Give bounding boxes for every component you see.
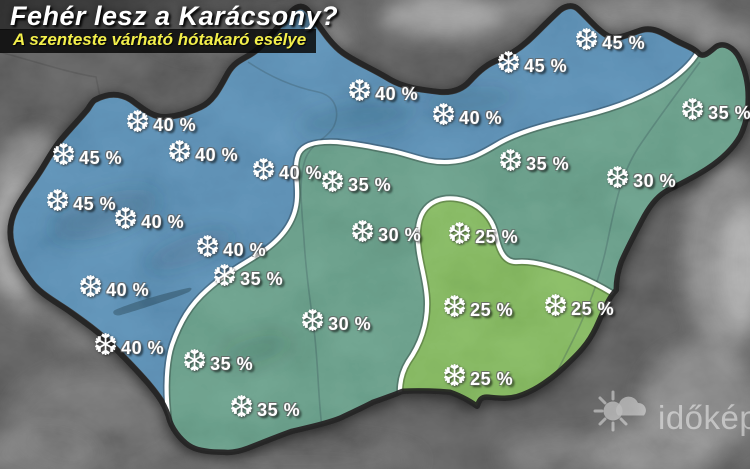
- probability-value: 40 %: [223, 240, 267, 260]
- snow-probability-label: ❆ 25 %: [442, 292, 513, 324]
- snowflake-icon: ❆: [496, 47, 522, 80]
- snow-probability-label: ❆ 45 %: [496, 48, 567, 80]
- probability-value: 45 %: [79, 148, 123, 168]
- snowflake-icon: ❆: [442, 360, 468, 393]
- probability-value: 35 %: [240, 269, 284, 289]
- snow-probability-label: ❆ 40 %: [113, 204, 184, 236]
- snowflake-icon: ❆: [93, 329, 119, 362]
- probability-value: 25 %: [571, 299, 615, 319]
- snowflake-icon: ❆: [125, 106, 151, 139]
- probability-value: 35 %: [210, 354, 254, 374]
- snowflake-icon: ❆: [167, 136, 193, 169]
- snow-probability-label: ❆ 40 %: [251, 155, 322, 187]
- snow-probability-label: ❆ 35 %: [229, 392, 300, 424]
- probability-value: 35 %: [708, 103, 750, 123]
- probability-value: 35 %: [526, 154, 570, 174]
- snowflake-icon: ❆: [431, 99, 457, 132]
- snowflake-icon: ❆: [212, 260, 238, 293]
- boundary-teal-green: [397, 196, 621, 415]
- sun-cloud-icon: [593, 390, 646, 432]
- probability-value: 40 %: [141, 212, 185, 232]
- snow-probability-label: ❆ 45 %: [51, 140, 122, 172]
- probability-value: 30 %: [328, 314, 372, 334]
- probability-value: 30 %: [378, 225, 422, 245]
- snowflake-icon: ❆: [498, 145, 524, 178]
- snowflake-icon: ❆: [300, 305, 326, 338]
- probability-value: 30 %: [633, 171, 677, 191]
- snow-probability-label: ❆ 40 %: [167, 137, 238, 169]
- snow-probability-label: ❆ 35 %: [212, 261, 283, 293]
- snowflake-icon: ❆: [113, 203, 139, 236]
- watermark-text: időkép: [658, 398, 750, 436]
- snow-probability-label: ❆ 30 %: [350, 217, 421, 249]
- snowflake-icon: ❆: [442, 291, 468, 324]
- probability-value: 40 %: [195, 145, 239, 165]
- country-border: [7, 3, 750, 455]
- snow-probability-label: ❆ 35 %: [498, 146, 569, 178]
- snowflake-icon: ❆: [350, 216, 376, 249]
- snow-probability-label: ❆ 30 %: [300, 306, 371, 338]
- probability-value: 40 %: [375, 84, 419, 104]
- snow-probability-label: ❆ 40 %: [78, 272, 149, 304]
- snow-probability-label: ❆ 25 %: [447, 219, 518, 251]
- probability-value: 40 %: [121, 338, 165, 358]
- snow-probability-label: ❆ 25 %: [543, 291, 614, 323]
- snow-probability-label: ❆ 35 %: [320, 167, 391, 199]
- watermark-logo: időkép: [592, 380, 750, 440]
- page-title: Fehér lesz a Karácsony?: [10, 1, 339, 31]
- title-backdrop: [0, 0, 345, 30]
- probability-value: 40 %: [279, 163, 323, 183]
- zone-boundaries: [162, 34, 711, 453]
- snowflake-icon: ❆: [543, 290, 569, 323]
- probability-value: 25 %: [470, 300, 514, 320]
- snowflake-icon: ❆: [605, 162, 631, 195]
- snowflake-icon: ❆: [78, 271, 104, 304]
- probability-value: 40 %: [106, 280, 150, 300]
- snow-probability-label: ❆ 35 %: [680, 95, 750, 127]
- boundary-blue-teal: [164, 35, 710, 453]
- snowflake-icon: ❆: [447, 218, 473, 251]
- probability-value: 40 %: [459, 108, 503, 128]
- snow-probability-label: ❆ 45 %: [574, 25, 645, 57]
- snow-probability-label: ❆ 30 %: [605, 163, 676, 195]
- probability-value: 35 %: [348, 175, 392, 195]
- snow-probability-label: ❆ 40 %: [125, 107, 196, 139]
- snowflake-icon: ❆: [45, 185, 71, 218]
- snowflake-icon: ❆: [347, 75, 373, 108]
- snowflake-icon: ❆: [229, 391, 255, 424]
- snow-probability-label: ❆ 40 %: [431, 100, 502, 132]
- snow-probability-label: ❆ 40 %: [195, 232, 266, 264]
- snow-probability-label: ❆ 40 %: [93, 330, 164, 362]
- probability-value: 25 %: [475, 227, 519, 247]
- snowflake-icon: ❆: [680, 94, 706, 127]
- snow-probability-label: ❆ 40 %: [347, 76, 418, 108]
- snowflake-icon: ❆: [195, 231, 221, 264]
- probability-value: 25 %: [470, 369, 514, 389]
- snow-probability-label: ❆ 45 %: [45, 186, 116, 218]
- probability-value: 45 %: [524, 56, 568, 76]
- snowflake-icon: ❆: [251, 154, 277, 187]
- probability-value: 40 %: [153, 115, 197, 135]
- snow-probability-label: ❆ 25 %: [442, 361, 513, 393]
- snowflake-icon: ❆: [182, 345, 208, 378]
- probability-value: 45 %: [602, 33, 646, 53]
- page-subtitle: A szenteste várható hótakaró esélye: [0, 29, 317, 53]
- snow-probability-label: ❆ 35 %: [182, 346, 253, 378]
- snowflake-icon: ❆: [51, 139, 77, 172]
- probability-value: 35 %: [257, 400, 301, 420]
- snowflake-icon: ❆: [320, 166, 346, 199]
- probability-value: 45 %: [73, 194, 117, 214]
- snowflake-icon: ❆: [574, 24, 600, 57]
